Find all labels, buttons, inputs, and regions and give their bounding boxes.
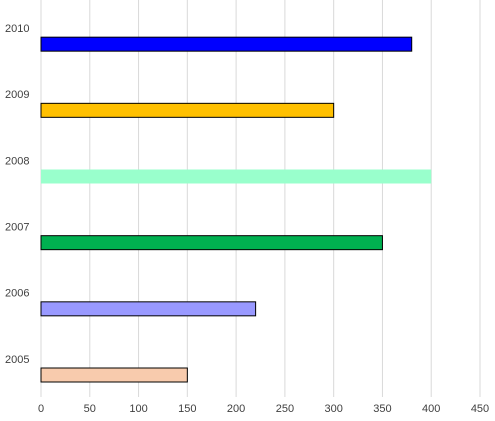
y-tick-label: 2007 [5, 222, 29, 234]
bar [41, 169, 432, 184]
x-tick-label: 200 [227, 403, 245, 415]
x-tick-label: 50 [84, 403, 96, 415]
bar [40, 235, 383, 251]
x-tick-label: 400 [422, 403, 440, 415]
x-tick-label: 100 [129, 403, 147, 415]
x-tick-label: 300 [324, 403, 342, 415]
x-tick-label: 0 [38, 403, 44, 415]
x-tick-label: 350 [373, 403, 391, 415]
y-tick-label: 2009 [5, 89, 29, 101]
y-tick-label: 2005 [5, 354, 29, 366]
x-tick-label: 450 [471, 403, 489, 415]
bar [40, 36, 413, 52]
bar [40, 102, 335, 118]
y-tick-label: 2008 [5, 155, 29, 167]
y-tick-label: 2010 [5, 23, 29, 35]
x-tick-label: 250 [276, 403, 294, 415]
y-tick-label: 2006 [5, 288, 29, 300]
bar [40, 301, 257, 317]
x-tick-label: 150 [178, 403, 196, 415]
bar [40, 367, 188, 383]
